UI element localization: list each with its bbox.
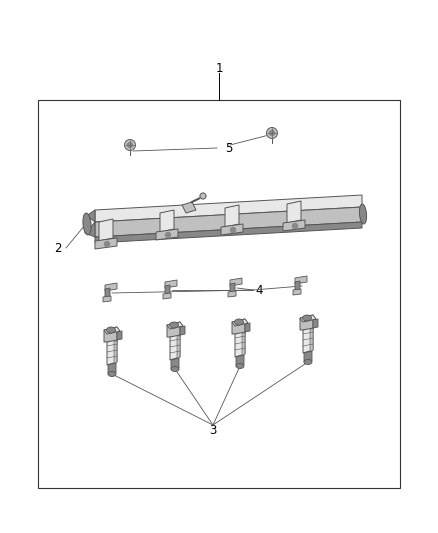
Polygon shape <box>293 289 301 295</box>
Ellipse shape <box>304 359 312 365</box>
Polygon shape <box>303 328 313 353</box>
Polygon shape <box>85 210 95 237</box>
Polygon shape <box>95 238 117 249</box>
Polygon shape <box>170 335 180 360</box>
Polygon shape <box>167 322 180 337</box>
Polygon shape <box>300 315 313 330</box>
Polygon shape <box>245 323 250 332</box>
Polygon shape <box>242 332 245 356</box>
Ellipse shape <box>106 327 116 333</box>
Polygon shape <box>177 335 180 359</box>
Polygon shape <box>103 296 111 302</box>
Polygon shape <box>295 276 307 284</box>
Text: 3: 3 <box>209 424 217 437</box>
Circle shape <box>105 241 110 246</box>
Polygon shape <box>180 326 185 335</box>
Ellipse shape <box>83 213 91 235</box>
Polygon shape <box>117 331 122 340</box>
Polygon shape <box>105 283 117 291</box>
Ellipse shape <box>170 322 179 328</box>
Polygon shape <box>95 195 362 222</box>
Polygon shape <box>163 293 171 299</box>
Ellipse shape <box>108 372 116 376</box>
Polygon shape <box>114 340 117 364</box>
Polygon shape <box>235 332 245 357</box>
Polygon shape <box>182 202 196 213</box>
Polygon shape <box>167 322 183 329</box>
Polygon shape <box>95 207 362 237</box>
Polygon shape <box>230 283 235 294</box>
Polygon shape <box>300 315 316 322</box>
Polygon shape <box>108 363 116 374</box>
Polygon shape <box>221 224 243 235</box>
Polygon shape <box>95 222 362 243</box>
Bar <box>38 100 400 488</box>
Polygon shape <box>313 319 318 328</box>
Polygon shape <box>156 229 178 240</box>
Polygon shape <box>99 219 113 241</box>
Polygon shape <box>107 340 117 365</box>
Polygon shape <box>160 210 174 232</box>
Polygon shape <box>104 327 117 342</box>
Circle shape <box>124 140 135 150</box>
Polygon shape <box>225 205 239 227</box>
Polygon shape <box>165 280 177 288</box>
Polygon shape <box>230 278 242 286</box>
Ellipse shape <box>236 364 244 368</box>
Polygon shape <box>287 201 301 223</box>
Circle shape <box>266 127 278 139</box>
Ellipse shape <box>234 319 244 325</box>
Text: 5: 5 <box>225 141 233 155</box>
Polygon shape <box>165 285 170 296</box>
Polygon shape <box>104 327 120 334</box>
Ellipse shape <box>171 367 179 372</box>
Circle shape <box>293 223 297 229</box>
Polygon shape <box>304 351 312 362</box>
Polygon shape <box>232 319 248 326</box>
Ellipse shape <box>360 204 367 224</box>
Text: 4: 4 <box>255 284 262 296</box>
Polygon shape <box>283 220 305 231</box>
Polygon shape <box>228 291 236 297</box>
Polygon shape <box>236 355 244 366</box>
Text: 1: 1 <box>215 61 223 75</box>
Polygon shape <box>171 358 179 369</box>
Circle shape <box>166 232 170 238</box>
Circle shape <box>230 228 236 232</box>
Polygon shape <box>310 328 313 352</box>
Circle shape <box>269 131 275 135</box>
Polygon shape <box>232 319 245 334</box>
Ellipse shape <box>303 315 311 321</box>
Circle shape <box>200 193 206 199</box>
Text: 2: 2 <box>54 241 62 254</box>
Polygon shape <box>105 288 110 299</box>
Circle shape <box>127 142 133 148</box>
Polygon shape <box>295 281 300 292</box>
